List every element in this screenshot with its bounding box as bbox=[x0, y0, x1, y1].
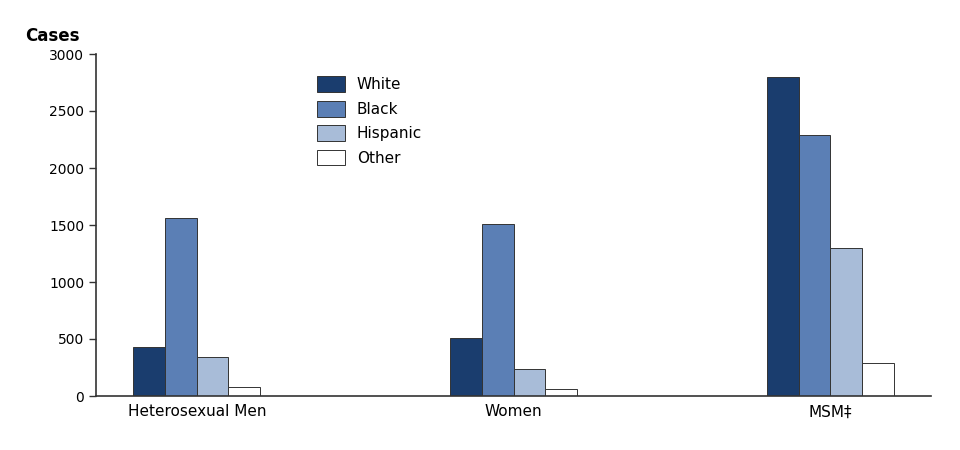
Text: Cases: Cases bbox=[25, 27, 80, 45]
Bar bbox=[799, 135, 830, 396]
Bar bbox=[228, 387, 260, 396]
Bar bbox=[830, 248, 862, 396]
Bar bbox=[165, 218, 197, 396]
Bar bbox=[482, 224, 514, 396]
Bar bbox=[133, 347, 165, 396]
Bar bbox=[197, 357, 228, 396]
Bar bbox=[862, 363, 894, 396]
Bar bbox=[514, 369, 545, 396]
Legend: White, Black, Hispanic, Other: White, Black, Hispanic, Other bbox=[312, 72, 426, 170]
Bar bbox=[450, 338, 482, 396]
Bar bbox=[545, 389, 577, 396]
Bar bbox=[767, 77, 799, 396]
